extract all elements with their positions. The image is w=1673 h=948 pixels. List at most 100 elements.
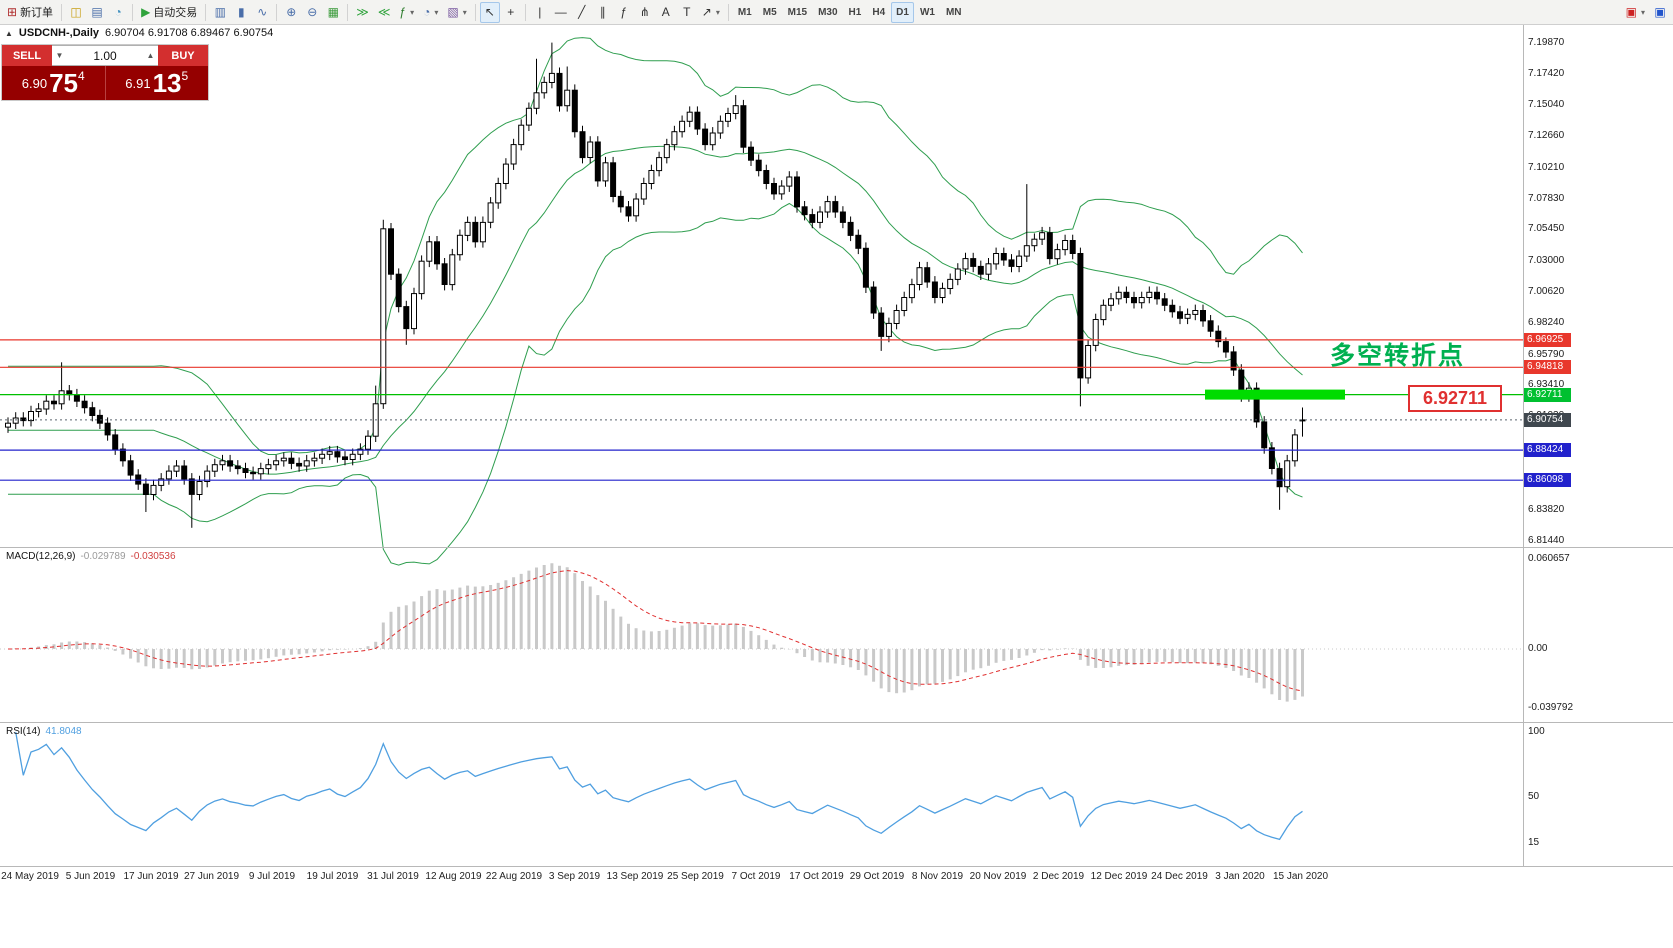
algo-trading-label: 自动交易 [153, 7, 198, 19]
label-tool-icon: T [683, 5, 691, 19]
tf-m5-label: M5 [762, 6, 777, 18]
data-window-icon: ▤ [91, 5, 103, 19]
algo-trading-icon: ▶ [141, 5, 151, 19]
buy-price[interactable]: 6.91 13 5 [104, 66, 209, 100]
toolbar-separator [132, 3, 134, 21]
macd-name: MACD(12,26,9) [6, 551, 76, 562]
strategy-tester-icon: ◔ [114, 5, 122, 19]
tf-m30-button[interactable]: M30 [813, 2, 842, 23]
rsi-name: RSI(14) [6, 726, 41, 737]
horizontal-line-button[interactable]: — [551, 2, 571, 23]
label-tool-button[interactable]: T [677, 2, 697, 23]
cursor-button[interactable]: ↖ [479, 1, 500, 23]
line-chart-button[interactable]: ∿ [252, 2, 272, 23]
text-label-button[interactable]: A [656, 2, 676, 23]
new-order-button[interactable]: ⊞ 新订单 [3, 2, 57, 23]
timeframes-menu-dropdown-icon: ▾ [434, 7, 439, 17]
volume-down-button[interactable]: ▼ [55, 51, 64, 60]
news-window-button[interactable]: ▣ ▾ [1622, 2, 1649, 23]
templates-button[interactable]: ▧ ▾ [443, 2, 470, 23]
market-depth-icon: ◫ [70, 5, 82, 19]
buy-price-sup: 5 [181, 69, 189, 83]
arrows-tool-dropdown-icon: ▾ [715, 7, 720, 17]
tf-w1-label: W1 [919, 6, 935, 18]
grid-button[interactable]: ▦ [323, 2, 343, 23]
grid-icon: ▦ [327, 5, 339, 19]
tf-mn-label: MN [945, 6, 962, 18]
toolbar-separator [347, 3, 349, 21]
tf-m5-button[interactable]: M5 [758, 2, 782, 23]
equidistant-channel-button[interactable]: ∥ [593, 2, 613, 23]
macd-main-value: -0.029789 [80, 551, 126, 562]
fibonacci-retracement-icon: ƒ [620, 5, 628, 19]
andrews-pitchfork-button[interactable]: ⋔ [635, 2, 655, 23]
templates-dropdown-icon: ▾ [462, 7, 467, 17]
vertical-line-button[interactable]: | [530, 2, 550, 23]
fibonacci-retracement-button[interactable]: ƒ [614, 2, 634, 23]
algo-trading-button[interactable]: ▶ 自动交易 [137, 2, 201, 23]
tf-w1-button[interactable]: W1 [915, 2, 940, 23]
toolbar-separator [205, 3, 207, 21]
zoom-in-button[interactable]: ⊕ [281, 2, 301, 23]
toolbar-separator [727, 3, 729, 21]
ohlc-values: 6.90704 6.91708 6.89467 6.90754 [105, 27, 274, 39]
market-depth-button[interactable]: ◫ [66, 2, 86, 23]
vertical-line-icon: | [538, 5, 542, 19]
indicators-dropdown-icon: ▾ [410, 7, 415, 17]
tf-m15-button[interactable]: M15 [783, 2, 812, 23]
tf-d1-button[interactable]: D1 [891, 1, 914, 23]
buy-price-prefix: 6.91 [125, 75, 151, 91]
zoom-out-icon: ⊖ [307, 5, 318, 19]
tf-h1-button[interactable]: H1 [844, 2, 867, 23]
sell-price[interactable]: 6.90 75 4 [2, 66, 105, 100]
toolbar: ⊞ 新订单 ◫ ▤ ◔ ▶ 自动交易 ▥ ▮ ∿ ⊕ ⊖ ▦ ≫ ≪ ƒ ▾ ◔ ▾ ▧ ▾ ↖ + | — ╱ ∥ ƒ ⋔ A T ↗ ▾ M1… [0, 0, 1673, 25]
tf-h4-button[interactable]: H4 [867, 2, 890, 23]
auto-scroll-icon: ≫ [356, 5, 369, 19]
chart-shift-button[interactable]: ≪ [374, 2, 395, 23]
price-level-box[interactable]: 6.92711 [1408, 385, 1502, 412]
strategy-tester-button[interactable]: ◔ [108, 2, 128, 23]
chat-window-button[interactable]: ▣ [1650, 2, 1670, 23]
sell-button[interactable]: SELL [2, 45, 52, 66]
toolbar-separator [276, 3, 278, 21]
volume-field: ▼ 1.00 ▲ [52, 45, 158, 66]
tf-m1-button[interactable]: M1 [733, 2, 757, 23]
data-window-button[interactable]: ▤ [87, 2, 107, 23]
zoom-out-button[interactable]: ⊖ [302, 2, 322, 23]
volume-up-button[interactable]: ▲ [146, 51, 155, 60]
symbol-period-label: USDCNH-,Daily [18, 27, 99, 39]
tf-m1-label: M1 [737, 6, 752, 18]
bars-chart-button[interactable]: ▥ [210, 2, 230, 23]
rsi-indicator-label: RSI(14) 41.8048 [6, 726, 87, 737]
indicators-button[interactable]: ƒ ▾ [395, 2, 418, 23]
tf-h1-label: H1 [848, 6, 862, 18]
tf-mn-button[interactable]: MN [941, 2, 967, 23]
chat-window-icon: ▣ [1654, 5, 1666, 19]
toolbar-separator [474, 3, 476, 21]
macd-signal-value: -0.030536 [130, 551, 176, 562]
macd-indicator-label: MACD(12,26,9) -0.029789 -0.030536 [6, 551, 181, 562]
auto-scroll-button[interactable]: ≫ [352, 2, 373, 23]
news-window-dropdown-icon: ▾ [1640, 7, 1645, 17]
equidistant-channel-icon: ∥ [599, 5, 606, 19]
templates-icon: ▧ [447, 5, 459, 19]
arrows-tool-button[interactable]: ↗ ▾ [698, 2, 724, 23]
tf-h4-label: H4 [872, 6, 886, 18]
bars-chart-icon: ▥ [214, 5, 226, 19]
trendline-button[interactable]: ╱ [572, 2, 592, 23]
one-click-trading-panel: SELL ▼ 1.00 ▲ BUY 6.90 75 4 6.91 13 5 [2, 45, 208, 100]
crosshair-button[interactable]: + [501, 2, 521, 23]
toolbar-separator [61, 3, 63, 21]
turning-point-annotation[interactable]: 多空转折点 [1330, 342, 1466, 370]
new-order-icon: ⊞ [7, 5, 18, 19]
rsi-value: 41.8048 [45, 726, 82, 737]
tf-d1-label: D1 [896, 6, 909, 18]
candles-chart-button[interactable]: ▮ [231, 2, 251, 23]
crosshair-icon: + [507, 5, 515, 19]
volume-input[interactable]: 1.00 [93, 48, 117, 63]
buy-button[interactable]: BUY [158, 45, 208, 66]
collapse-panel-icon[interactable]: ▲ [5, 28, 13, 38]
text-label-icon: A [661, 5, 670, 19]
timeframes-menu-button[interactable]: ◔ ▾ [419, 2, 442, 23]
